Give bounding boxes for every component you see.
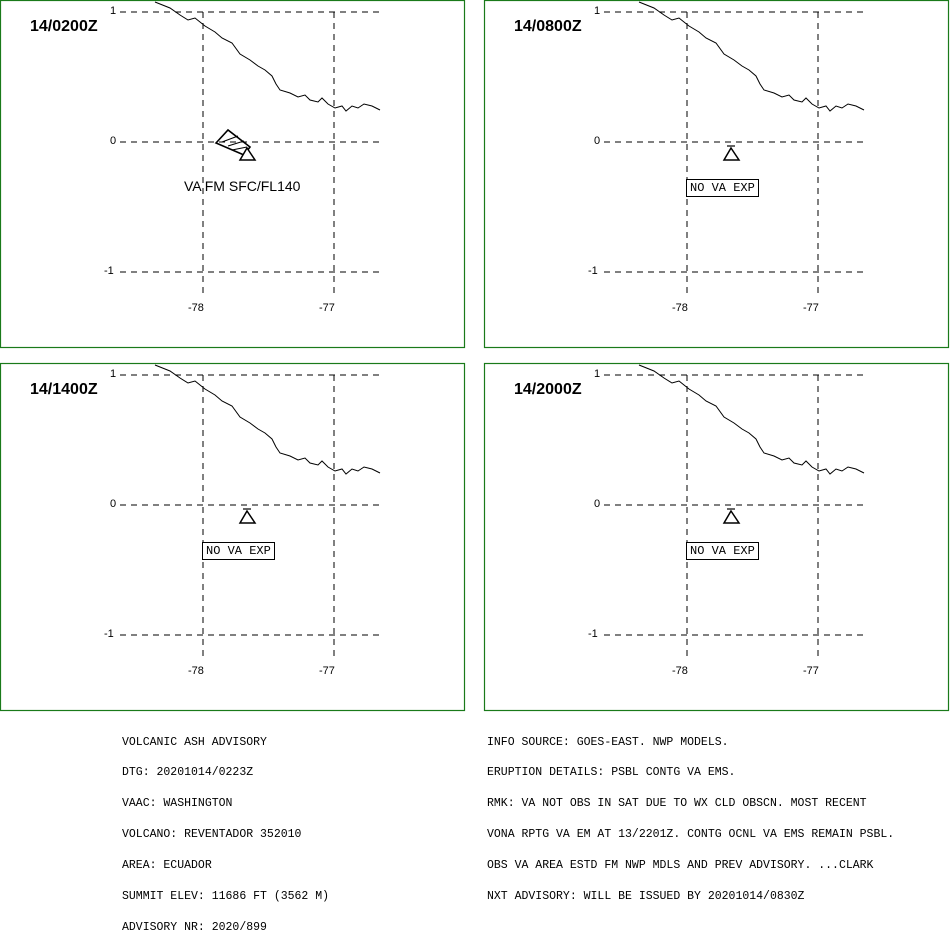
- panel-frame: [0, 0, 466, 349]
- lat-label-1: 1: [110, 5, 117, 17]
- lon-label-minus77: -77: [319, 665, 335, 677]
- lon-label-minus77: -77: [319, 302, 335, 314]
- no-va-expected-box: NO VA EXP: [686, 542, 759, 560]
- advisory-line: OBS VA AREA ESTD FM NWP MDLS AND PREV AD…: [487, 859, 874, 873]
- lon-label-minus77: -77: [803, 302, 819, 314]
- advisory-line: VONA RPTG VA EM AT 13/2201Z. CONTG OCNL …: [487, 828, 895, 842]
- advisory-line: AREA: ECUADOR: [122, 859, 212, 873]
- map-canvas: [483, 362, 950, 712]
- lat-label-0: 0: [110, 498, 117, 510]
- advisory-line: VOLCANO: REVENTADOR 352010: [122, 828, 302, 842]
- no-va-expected-box: NO VA EXP: [686, 179, 759, 197]
- valid-time-title: 14/0800Z: [514, 18, 582, 35]
- lat-label-minus1: -1: [104, 265, 114, 277]
- lat-label-minus1: -1: [104, 628, 114, 640]
- lat-label-0: 0: [110, 135, 117, 147]
- advisory-line: INFO SOURCE: GOES-EAST. NWP MODELS.: [487, 735, 729, 749]
- advisory-line: ERUPTION DETAILS: PSBL CONTG VA EMS.: [487, 766, 736, 780]
- forecast-panel-0200: 14/0200Z 1 0 -1 -78 -77 VA FM SFC/FL140: [0, 0, 466, 349]
- map-canvas: [0, 0, 466, 349]
- valid-time-title: 14/1400Z: [30, 381, 98, 398]
- coastline: [154, 364, 381, 475]
- lat-label-1: 1: [110, 368, 117, 380]
- advisory-line: VOLCANIC ASH ADVISORY: [122, 735, 267, 749]
- lat-label-minus1: -1: [588, 265, 598, 277]
- lon-label-minus78: -78: [672, 665, 688, 677]
- lat-label-1: 1: [594, 5, 601, 17]
- panel-frame: [483, 0, 950, 349]
- volcano-triangle-icon: [722, 146, 741, 161]
- lat-label-minus1: -1: [588, 628, 598, 640]
- forecast-panel-0800: 14/0800Z 1 0 -1 -78 -77 NO VA EXP: [483, 0, 950, 349]
- valid-time-title: 14/0200Z: [30, 18, 98, 35]
- ash-height-label: VA FM SFC/FL140: [184, 178, 301, 194]
- lat-label-1: 1: [594, 368, 601, 380]
- advisory-line: SUMMIT ELEV: 11686 FT (3562 M): [122, 890, 330, 904]
- lon-label-minus78: -78: [188, 665, 204, 677]
- map-canvas: [483, 0, 950, 349]
- lon-label-minus78: -78: [188, 302, 204, 314]
- panel-frame: [483, 362, 950, 712]
- lat-label-0: 0: [594, 498, 601, 510]
- no-va-expected-box: NO VA EXP: [202, 542, 275, 560]
- panel-frame: [0, 362, 466, 712]
- advisory-line: ADVISORY NR: 2020/899: [122, 920, 267, 934]
- lon-label-minus77: -77: [803, 665, 819, 677]
- advisory-line: VAAC: WASHINGTON: [122, 797, 233, 811]
- volcano-triangle-icon: [238, 146, 257, 161]
- advisory-line: RMK: VA NOT OBS IN SAT DUE TO WX CLD OBS…: [487, 797, 867, 811]
- coastline: [638, 364, 865, 475]
- volcano-triangle-icon: [238, 509, 257, 524]
- advisory-remarks-block: INFO SOURCE: GOES-EAST. NWP MODELS. ERUP…: [487, 717, 894, 913]
- forecast-panel-1400: 14/1400Z 1 0 -1 -78 -77 NO VA EXP: [0, 362, 466, 712]
- ash-cloud-polygon: [214, 128, 252, 156]
- coastline: [154, 1, 381, 112]
- volcano-triangle-icon: [722, 509, 741, 524]
- forecast-panel-2000: 14/2000Z 1 0 -1 -78 -77 NO VA EXP: [483, 362, 950, 712]
- advisory-line: NXT ADVISORY: WILL BE ISSUED BY 20201014…: [487, 890, 805, 904]
- lon-label-minus78: -78: [672, 302, 688, 314]
- map-canvas: [0, 362, 466, 712]
- coastline: [638, 1, 865, 112]
- advisory-line: DTG: 20201014/0223Z: [122, 766, 254, 780]
- advisory-header-block: VOLCANIC ASH ADVISORY DTG: 20201014/0223…: [122, 717, 329, 944]
- valid-time-title: 14/2000Z: [514, 381, 582, 398]
- lat-label-0: 0: [594, 135, 601, 147]
